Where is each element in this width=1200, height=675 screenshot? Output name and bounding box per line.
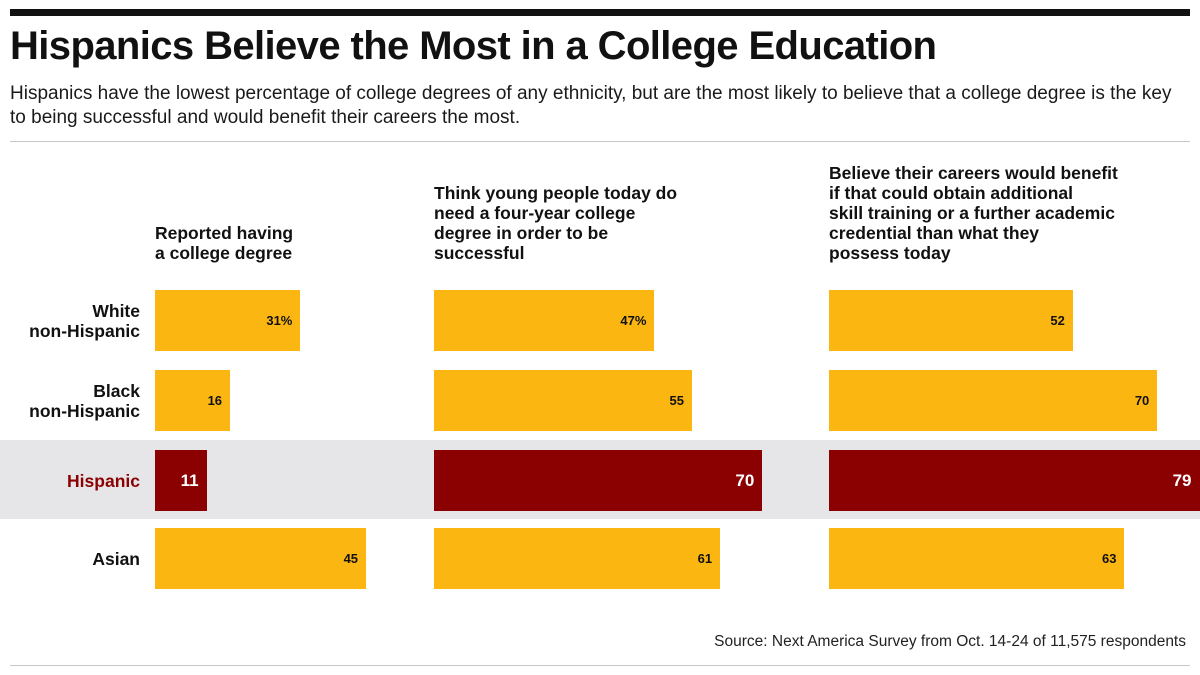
row-label-asian: Asian <box>0 549 140 569</box>
panel-title-line: Believe their careers would benefit <box>829 163 1118 183</box>
panel-title-line: Reported having <box>155 223 294 243</box>
bar-panel3-asian <box>829 528 1125 589</box>
panel-title-line: successful <box>434 243 525 263</box>
panel-title-3: Believe their careers would benefit if th… <box>829 163 1189 263</box>
row-label-line: Hispanic <box>67 470 140 491</box>
source-note: Source: Next America Survey from Oct. 14… <box>714 633 1186 650</box>
panel-title-2: Think young people today do need a four-y… <box>434 183 794 263</box>
top-rule <box>10 9 1190 16</box>
bar-panel1-asian <box>155 528 367 589</box>
bar-value-label: 31% <box>266 312 293 328</box>
footer-divider <box>10 665 1190 666</box>
bar-panel3-white-non-hispanic <box>829 290 1073 351</box>
bar-value-label: 47% <box>620 312 647 328</box>
panel-title-line: credential than what they <box>829 223 1040 243</box>
bar-value-label: 79 <box>1172 470 1192 490</box>
bar-value-label: 11 <box>180 470 199 490</box>
panel-title-line: a college degree <box>155 243 293 263</box>
bar-panel3-black-non-hispanic <box>829 370 1158 431</box>
bar-value-label: 55 <box>669 392 684 408</box>
row-label-black-non-hispanic: Black non-Hispanic <box>0 381 140 421</box>
bar-panel1-black-non-hispanic <box>155 370 231 431</box>
row-label-line: Black <box>93 380 140 401</box>
panel-title-line: possess today <box>829 243 951 263</box>
chart-subtitle: Hispanics have the lowest percentage of … <box>10 83 1172 128</box>
panel-title-line: if that could obtain additional <box>829 183 1074 203</box>
panel-title-1: Reported having a college degree <box>155 223 515 263</box>
bar-value-label: 45 <box>343 550 359 566</box>
bar-panel2-hispanic <box>434 450 763 511</box>
bar-value-label: 61 <box>697 550 713 566</box>
row-label-line: non-Hispanic <box>29 320 140 341</box>
bar-panel1-white-non-hispanic <box>155 290 301 351</box>
row-label-line: non-Hispanic <box>29 400 140 421</box>
row-label-line: Asian <box>92 548 140 569</box>
chart-title: Hispanics Believe the Most in a College … <box>10 24 937 68</box>
bar-panel2-asian <box>434 528 721 589</box>
bar-panel1-hispanic <box>155 450 207 511</box>
bar-value-label: 70 <box>1134 392 1150 408</box>
bar-panel2-black-non-hispanic <box>434 370 692 431</box>
header-divider <box>10 141 1190 142</box>
panel-title-line: degree in order to be <box>434 223 609 243</box>
row-label-white-non-hispanic: White non-Hispanic <box>0 301 140 341</box>
bar-value-label: 70 <box>735 470 755 490</box>
bar-panel3-hispanic <box>829 450 1200 511</box>
bar-value-label: 16 <box>207 392 223 408</box>
row-label-line: White <box>92 300 140 321</box>
bar-panel2-white-non-hispanic <box>434 290 655 351</box>
bar-value-label: 52 <box>1050 312 1065 328</box>
panel-title-line: need a four-year college <box>434 203 636 223</box>
row-label-hispanic: Hispanic <box>0 471 140 491</box>
panel-title-line: skill training or a further academic <box>829 203 1115 223</box>
bar-value-label: 63 <box>1102 550 1117 566</box>
panel-title-line: Think young people today do <box>434 183 678 203</box>
